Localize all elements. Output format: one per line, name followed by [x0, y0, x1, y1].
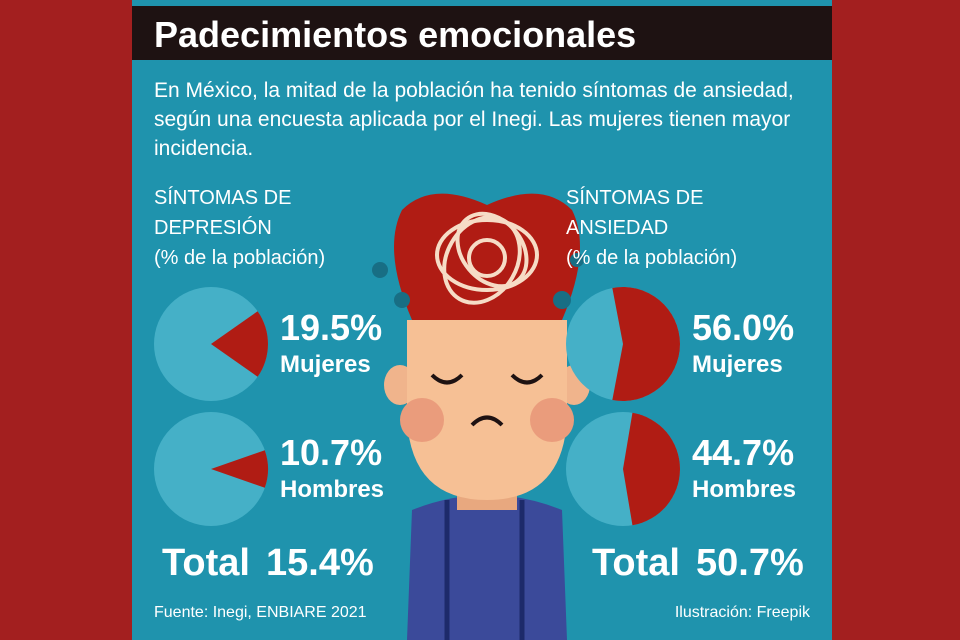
category-label: Mujeres	[280, 351, 371, 378]
value-label: 44.7%	[692, 432, 795, 473]
pie-subtitle: (% de la población)	[566, 247, 738, 269]
value-label: 19.5%	[280, 307, 383, 348]
total-label: Total	[592, 542, 680, 584]
pie-slice	[211, 450, 268, 488]
category-label: Hombres	[692, 476, 797, 503]
title-bar: Padecimientos emocionales	[132, 6, 832, 60]
pie-slice	[211, 311, 268, 377]
pie-slice	[623, 412, 680, 526]
total-value: 15.4%	[266, 542, 374, 584]
pie-slice	[612, 287, 680, 401]
value-label: 56.0%	[692, 307, 795, 348]
total-label: Total	[162, 542, 250, 584]
credit: Ilustración: Freepik	[674, 604, 810, 621]
value-label: 10.7%	[280, 432, 383, 473]
illustration	[372, 193, 590, 640]
pie	[154, 287, 268, 401]
title: Padecimientos emocionales	[154, 14, 637, 55]
intro: En México, la mitad de la población ha t…	[154, 79, 794, 160]
pie	[566, 412, 680, 526]
pie-subtitle: (% de la población)	[154, 247, 326, 269]
category-label: Mujeres	[692, 351, 783, 378]
pie	[566, 287, 680, 401]
pie	[154, 412, 268, 526]
category-label: Hombres	[280, 476, 385, 503]
infographic: Padecimientos emocionales En México, la …	[132, 0, 832, 640]
source: Fuente: Inegi, ENBIARE 2021	[154, 604, 367, 621]
total-value: 50.7%	[696, 542, 804, 584]
pie-title: SÍNTOMAS DE ANSIEDAD	[566, 187, 704, 239]
pie-title: SÍNTOMAS DE DEPRESIÓN	[154, 187, 292, 239]
